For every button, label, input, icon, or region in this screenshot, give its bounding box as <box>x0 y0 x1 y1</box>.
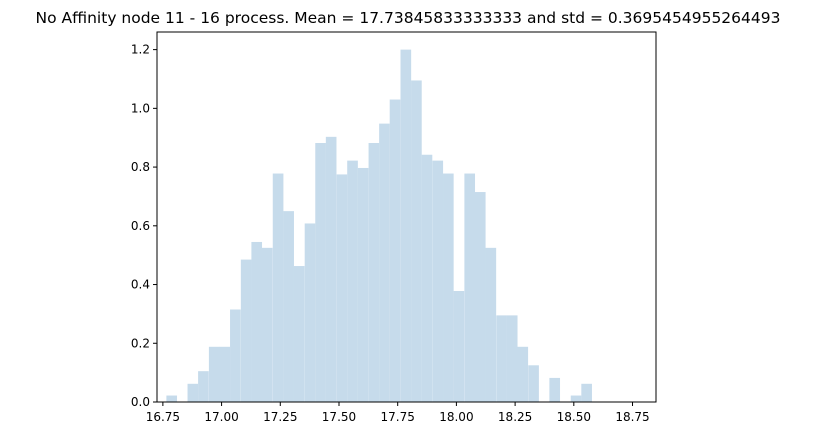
y-tick-label: 1.0 <box>131 101 150 115</box>
x-tick-label: 18.75 <box>615 410 649 424</box>
x-tick-label: 16.75 <box>146 410 180 424</box>
histogram-bar <box>219 346 231 402</box>
histogram-bar <box>432 160 444 402</box>
histogram-bar <box>379 123 390 402</box>
x-tick-label: 18.25 <box>498 410 532 424</box>
histogram-bar <box>357 167 369 402</box>
histogram-bar <box>453 291 465 402</box>
histogram-bar <box>581 383 592 402</box>
x-axis-ticks: 16.75 17.00 17.25 17.50 17.75 18.00 18.25 18.50… <box>146 402 650 424</box>
x-tick-label: 17.75 <box>381 410 415 424</box>
histogram-bar <box>240 259 252 402</box>
histogram-bars <box>166 49 592 403</box>
histogram-bar <box>464 173 476 402</box>
histogram-bar <box>528 365 539 402</box>
x-tick-label: 17.00 <box>204 410 238 424</box>
histogram-bar <box>336 174 348 402</box>
histogram-bar <box>506 315 518 402</box>
histogram-bar <box>549 377 561 402</box>
histogram-bar <box>315 143 326 402</box>
histogram-bar <box>411 80 422 402</box>
histogram-bar <box>389 99 401 403</box>
histogram-bar <box>496 315 507 402</box>
histogram-bar <box>251 241 263 402</box>
y-tick-label: 1.2 <box>131 43 150 57</box>
histogram-bar <box>347 160 358 402</box>
plot-frame <box>156 31 657 403</box>
histogram-bar <box>293 266 305 402</box>
histogram-bar <box>166 395 178 402</box>
chart-title: No Affinity node 11 - 16 process. Mean =… <box>36 9 781 27</box>
histogram-bar <box>517 346 529 402</box>
histogram-bar <box>368 143 380 402</box>
histogram-bar <box>570 395 582 402</box>
histogram-bar <box>261 247 273 402</box>
histogram-bar <box>198 371 209 402</box>
histogram-bar <box>230 309 241 402</box>
histogram-bar <box>443 173 454 402</box>
histogram-bar <box>272 173 284 402</box>
histogram-bar <box>187 383 199 402</box>
y-tick-label: 0.6 <box>131 219 150 233</box>
histogram-bar <box>485 247 497 402</box>
y-axis-ticks: 0.0 0.2 0.4 0.6 0.8 1.0 1.2 <box>131 43 157 409</box>
y-tick-label: 0.2 <box>131 336 150 350</box>
histogram-bar <box>400 49 412 402</box>
histogram-bar <box>474 192 486 402</box>
histogram-bar <box>304 223 316 402</box>
y-tick-label: 0.8 <box>131 160 150 174</box>
x-tick-label: 17.25 <box>263 410 297 424</box>
x-tick-label: 17.50 <box>322 410 356 424</box>
histogram-bar <box>208 346 220 402</box>
y-tick-label: 0.0 <box>131 395 150 409</box>
x-tick-label: 18.00 <box>439 410 473 424</box>
y-tick-label: 0.4 <box>131 278 150 292</box>
histogram-bar <box>421 154 433 402</box>
histogram-bar <box>283 211 294 402</box>
x-tick-label: 18.50 <box>557 410 591 424</box>
histogram-bar <box>325 136 337 403</box>
